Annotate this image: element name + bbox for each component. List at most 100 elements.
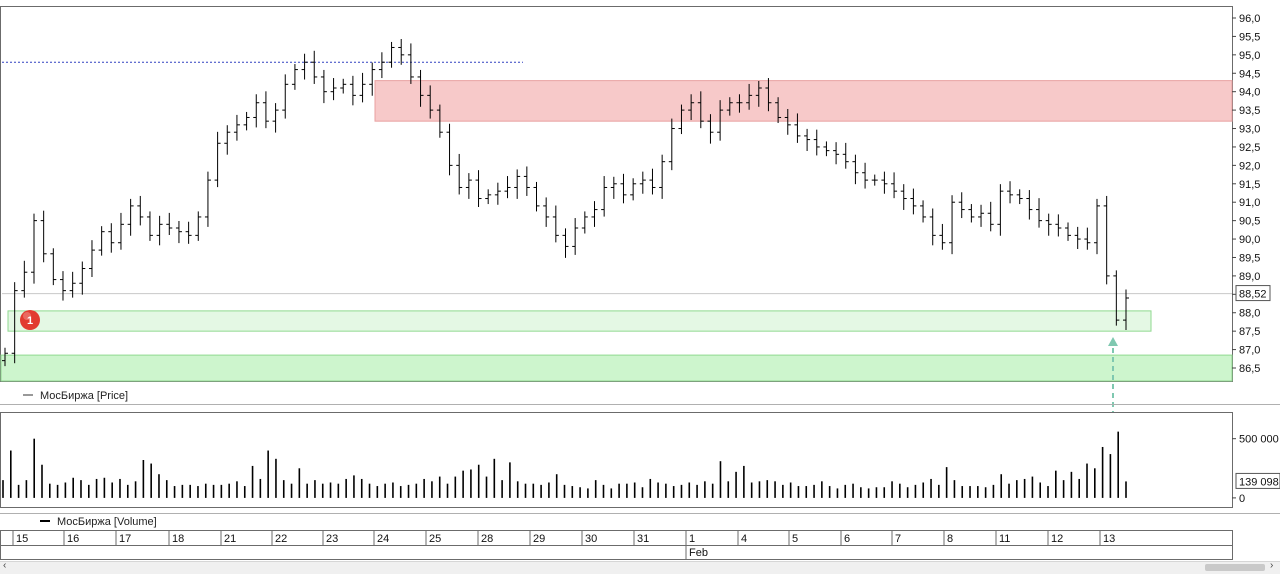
ohlc-bar <box>891 172 898 199</box>
month-label: Feb <box>689 547 708 559</box>
ohlc-bar <box>794 113 801 143</box>
ohlc-bar <box>668 118 675 171</box>
ohlc-bar <box>1045 213 1052 236</box>
scroll-right-icon[interactable]: › <box>1270 560 1274 571</box>
ohlc-bar <box>543 197 550 227</box>
ohlc-bar <box>533 181 540 212</box>
ohlc-bar <box>79 261 86 295</box>
price-tick-label: 90,0 <box>1239 234 1260 246</box>
ohlc-bar <box>997 184 1004 236</box>
ohlc-bar <box>1103 195 1110 285</box>
ohlc-bar <box>456 153 463 195</box>
ohlc-bar <box>369 62 376 96</box>
last-volume-label: 139 098 <box>1239 476 1279 488</box>
ohlc-bar <box>407 43 414 84</box>
ohlc-bar <box>833 142 840 165</box>
ohlc-bar <box>127 198 134 236</box>
ohlc-bar <box>40 210 47 263</box>
date-tick-label: 12 <box>1051 533 1063 545</box>
date-tick-label: 22 <box>275 533 287 545</box>
ohlc-bar <box>1113 270 1120 326</box>
ohlc-bar <box>910 188 917 215</box>
ohlc-bar <box>881 171 888 194</box>
price-tick-label: 90,5 <box>1239 216 1260 228</box>
ohlc-bar <box>852 154 859 185</box>
ohlc-bar <box>378 52 385 79</box>
ohlc-bar <box>291 64 298 90</box>
date-tick-label: 31 <box>637 533 649 545</box>
ohlc-bar <box>659 154 666 199</box>
last-volume-box <box>1235 472 1280 489</box>
ohlc-bar <box>427 85 434 119</box>
ohlc-bar <box>446 123 453 176</box>
scroll-thumb[interactable] <box>1205 564 1265 571</box>
price-zones <box>0 80 1233 382</box>
date-tick-label: 18 <box>172 533 184 545</box>
support-zone-2 <box>0 354 1233 382</box>
ohlc-bar <box>59 271 66 301</box>
ohlc-bar <box>262 91 269 129</box>
ohlc-bar <box>146 211 153 241</box>
ohlc-bar <box>562 228 569 258</box>
ohlc-bar <box>301 53 308 80</box>
price-tick-label: 89,5 <box>1239 252 1260 264</box>
ohlc-bar <box>30 213 37 284</box>
price-tick-label: 96,0 <box>1239 13 1260 25</box>
ohlc-bar <box>494 182 501 205</box>
ohlc-bar <box>900 184 907 210</box>
price-tick-label: 88,0 <box>1239 308 1260 320</box>
price-tick-label: 92,5 <box>1239 142 1260 154</box>
ohlc-bar <box>630 178 637 201</box>
ohlc-bar <box>581 211 588 234</box>
date-tick-label: 5 <box>792 533 798 545</box>
ohlc-bar <box>417 69 424 107</box>
volume-axis: 500 000 0 139 098 <box>1232 434 1280 505</box>
ohlc-bar <box>330 78 337 101</box>
ohlc-bar <box>436 104 443 138</box>
date-tick-label: 1 <box>689 533 695 545</box>
price-tick-label: 92,0 <box>1239 160 1260 172</box>
ohlc-bar <box>204 171 211 227</box>
horizontal-scrollbar[interactable]: ‹ › <box>0 560 1280 574</box>
ohlc-bar <box>156 215 163 246</box>
ohlc-bar <box>746 83 753 110</box>
volume-tick-label: 0 <box>1239 493 1245 505</box>
ohlc-bar <box>765 78 772 112</box>
volume-bars <box>2 431 1127 498</box>
ohlc-bar <box>755 81 762 107</box>
ohlc-bar <box>717 100 724 141</box>
ohlc-bar <box>1007 181 1014 204</box>
last-price-box <box>1235 285 1271 302</box>
ohlc-bar <box>697 91 704 129</box>
ohlc-bar <box>320 69 327 104</box>
ohlc-bar <box>1074 226 1081 249</box>
date-tick-label: 24 <box>377 533 389 545</box>
ohlc-bar <box>272 103 279 133</box>
ohlc-bar <box>707 114 714 144</box>
ohlc-bar <box>1123 289 1129 331</box>
ohlc-bar <box>349 75 356 106</box>
ohlc-bar <box>958 192 965 219</box>
ohlc-bar <box>233 114 240 141</box>
marker-1[interactable]: 1 <box>20 310 40 330</box>
price-tick-label: 93,5 <box>1239 105 1260 117</box>
ohlc-bar <box>504 176 511 199</box>
ohlc-bar <box>823 141 830 157</box>
ohlc-bar <box>939 223 946 250</box>
date-tick-label: 29 <box>533 533 545 545</box>
ohlc-bar <box>69 271 76 298</box>
price-tick-label: 95,0 <box>1239 50 1260 62</box>
price-tick-label: 91,5 <box>1239 179 1260 191</box>
ohlc-bar <box>1016 189 1023 205</box>
ohlc-bar <box>649 168 656 195</box>
last-price-label: 88,52 <box>1239 289 1267 301</box>
volume-legend-label: МосБиржа [Volume] <box>57 516 157 528</box>
date-tick-label: 4 <box>741 533 747 545</box>
ohlc-bar <box>11 282 18 364</box>
price-legend-label: МосБиржа [Price] <box>40 390 128 402</box>
ohlc-bar <box>195 211 202 241</box>
ohlc-bar <box>736 94 743 113</box>
scroll-left-icon[interactable]: ‹ <box>3 560 7 571</box>
ohlc-bar <box>552 205 559 243</box>
date-tick-label: 23 <box>326 533 338 545</box>
